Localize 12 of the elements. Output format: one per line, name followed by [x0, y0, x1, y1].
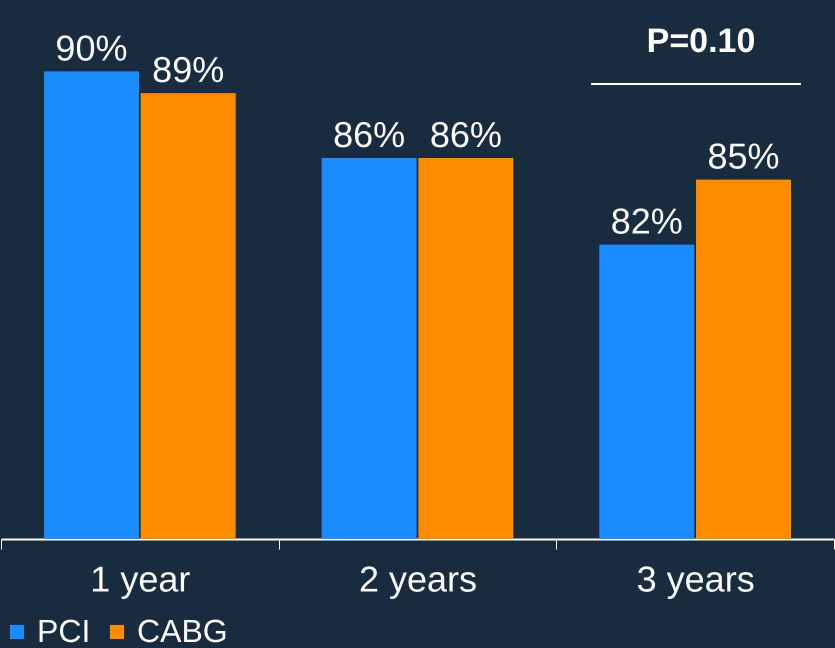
data-label: 90% [55, 27, 128, 68]
x-tick-label: 3 years [636, 558, 755, 600]
x-tick-label: 2 years [358, 558, 478, 600]
data-label: 86% [333, 114, 406, 156]
data-label: 85% [708, 136, 780, 177]
data-label: 82% [610, 200, 683, 242]
annotation: P=0.10 [646, 22, 756, 60]
legend-label: CABG [137, 613, 228, 648]
legend-label: PCI [37, 613, 90, 648]
data-label: 89% [152, 49, 224, 90]
x-tick-label: 1 year [90, 558, 190, 600]
data-label: 86% [430, 114, 502, 156]
